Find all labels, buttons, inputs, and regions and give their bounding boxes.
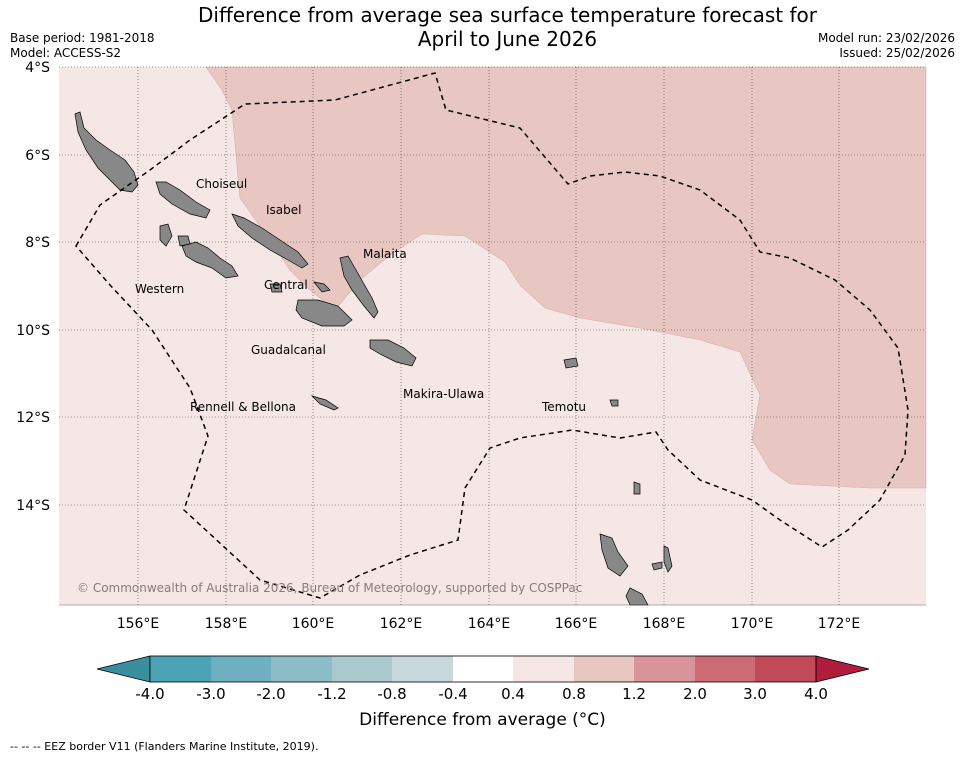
lon-tick-label: 162°E bbox=[380, 616, 423, 632]
colorbar-outline bbox=[149, 655, 817, 683]
choiseul-island bbox=[155, 181, 211, 219]
province-label: Temotu bbox=[541, 400, 586, 414]
sst-anomaly-map: 4°S 6°S 8°S 10°S 12°S 14°S 156°E 158°E 1… bbox=[16, 60, 927, 703]
colorbar-segment bbox=[271, 656, 332, 682]
province-label: Malaita bbox=[363, 247, 407, 261]
colorbar-tick-label: -3.0 bbox=[196, 685, 225, 703]
santa-isabel-island bbox=[231, 213, 309, 269]
malaita-island bbox=[339, 255, 379, 319]
colorbar-tick-label: 3.0 bbox=[743, 685, 767, 703]
province-label: Central bbox=[264, 278, 308, 292]
province-labels: Choiseul Isabel Malaita Western Central … bbox=[135, 177, 586, 414]
espiritu-santo-island bbox=[599, 533, 629, 577]
province-label: Choiseul bbox=[196, 177, 247, 191]
colorbar-segment bbox=[695, 656, 755, 682]
lon-tick-label: 160°E bbox=[292, 616, 335, 632]
issued-date: Issued: 25/02/2026 bbox=[839, 46, 955, 60]
colorbar-segment bbox=[513, 656, 574, 682]
torres-islands bbox=[633, 481, 641, 495]
colorbar-tick-label: -1.2 bbox=[317, 685, 346, 703]
colorbar-tick-label: 1.2 bbox=[622, 685, 646, 703]
lat-tick-label: 4°S bbox=[25, 60, 50, 76]
colorbar-tick-label: 0.8 bbox=[562, 685, 586, 703]
lon-tick-label: 158°E bbox=[205, 616, 248, 632]
anomaly-region-0-8-1-2 bbox=[205, 66, 927, 489]
vanikoro-island bbox=[609, 399, 619, 407]
colorbar-tick-label: -0.4 bbox=[438, 685, 467, 703]
gridlines bbox=[59, 66, 926, 605]
lon-tick-label: 168°E bbox=[643, 616, 686, 632]
rennell-island bbox=[310, 395, 339, 411]
lat-tick-label: 10°S bbox=[16, 323, 50, 339]
russell-islands bbox=[269, 283, 283, 293]
lat-tick-label: 14°S bbox=[16, 498, 50, 514]
lon-tick-label: 172°E bbox=[818, 616, 861, 632]
colorbar-segment bbox=[392, 656, 453, 682]
longitude-labels: 156°E 158°E 160°E 162°E 164°E 166°E 168°… bbox=[117, 616, 861, 632]
colorbar-low-extension bbox=[96, 655, 151, 683]
base-period: Base period: 1981-2018 bbox=[10, 31, 155, 45]
colorbar-title: Difference from average (°C) bbox=[359, 710, 606, 730]
copyright-notice: © Commonwealth of Australia 2026, Bureau… bbox=[77, 581, 582, 595]
maewo-island bbox=[663, 545, 673, 573]
santa-cruz-island bbox=[563, 357, 579, 369]
colorbar-segment bbox=[211, 656, 271, 682]
bougainville-island bbox=[74, 111, 139, 193]
meta-left: Base period: 1981-2018 Model: ACCESS-S2 bbox=[10, 31, 155, 61]
guadalcanal-island bbox=[295, 299, 353, 327]
meta-right: Model run: 23/02/2026 Issued: 25/02/2026 bbox=[818, 31, 955, 61]
colorbar-tick-label: -2.0 bbox=[256, 685, 285, 703]
ambae-island bbox=[651, 561, 663, 571]
colorbar-segment bbox=[634, 656, 695, 682]
florida-islands bbox=[313, 281, 331, 293]
title-line-2: April to June 2026 bbox=[417, 27, 598, 51]
colorbar-segment bbox=[574, 656, 634, 682]
model-run: Model run: 23/02/2026 bbox=[817, 31, 955, 45]
eez-footnote: -- -- -- EEZ border V11 (Flanders Marine… bbox=[10, 740, 319, 753]
kolombangara-island bbox=[177, 235, 191, 247]
lon-tick-label: 170°E bbox=[731, 616, 774, 632]
province-label: Western bbox=[135, 282, 184, 296]
colorbar-tick-label: -0.8 bbox=[377, 685, 406, 703]
lat-tick-label: 12°S bbox=[16, 410, 50, 426]
land-masses bbox=[74, 111, 673, 606]
colorbar-segment bbox=[453, 656, 513, 682]
colorbar-labels: -4.0 -3.0 -2.0 -1.2 -0.8 -0.4 0.4 0.8 1.… bbox=[135, 685, 828, 703]
title-line-1: Difference from average sea surface temp… bbox=[197, 3, 817, 27]
colorbar-high-extension bbox=[815, 655, 870, 683]
province-label: Rennell & Bellona bbox=[190, 400, 296, 414]
map-title: Difference from average sea surface temp… bbox=[170, 3, 845, 51]
colorbar-segment bbox=[755, 656, 816, 682]
lon-tick-label: 164°E bbox=[468, 616, 511, 632]
province-label: Isabel bbox=[266, 203, 301, 217]
eez-border bbox=[75, 72, 909, 599]
model-name: Model: ACCESS-S2 bbox=[10, 46, 122, 60]
latitude-labels: 4°S 6°S 8°S 10°S 12°S 14°S bbox=[16, 60, 50, 514]
lat-tick-label: 8°S bbox=[25, 235, 50, 251]
vella-lavella-island bbox=[159, 223, 173, 247]
new-georgia-island bbox=[181, 241, 239, 279]
lat-tick-label: 6°S bbox=[25, 148, 50, 164]
colorbar-segment bbox=[150, 656, 211, 682]
colorbar-segment bbox=[332, 656, 392, 682]
makira-island bbox=[369, 339, 417, 367]
province-label: Guadalcanal bbox=[251, 343, 326, 357]
colorbar-tick-label: -4.0 bbox=[135, 685, 164, 703]
lon-tick-label: 156°E bbox=[117, 616, 160, 632]
province-label: Makira-Ulawa bbox=[403, 387, 484, 401]
colorbar-tick-label: 0.4 bbox=[501, 685, 525, 703]
colorbar-tick-label: 4.0 bbox=[804, 685, 828, 703]
lon-tick-label: 166°E bbox=[555, 616, 598, 632]
colorbar-tick-label: 2.0 bbox=[683, 685, 707, 703]
colorbar: -4.0 -3.0 -2.0 -1.2 -0.8 -0.4 0.4 0.8 1.… bbox=[96, 655, 870, 703]
